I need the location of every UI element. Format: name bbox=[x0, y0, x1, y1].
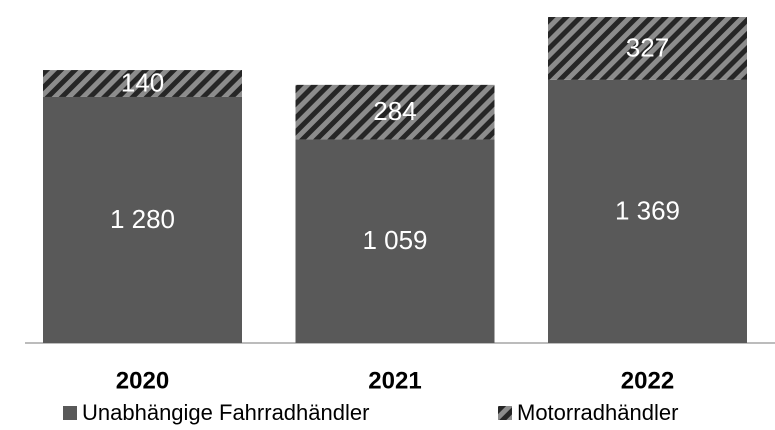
legend-marker bbox=[498, 406, 512, 420]
bar-segment bbox=[295, 139, 495, 343]
data-label: 284 bbox=[373, 96, 416, 126]
data-label: 1 059 bbox=[362, 225, 427, 255]
bar-segment bbox=[43, 96, 242, 343]
bar-segment bbox=[43, 70, 242, 97]
bar-segment bbox=[548, 79, 747, 343]
x-tick-label: 2022 bbox=[621, 367, 674, 394]
legend-label: Unabhängige Fahrradhändler bbox=[82, 400, 369, 425]
legend-label: Motorradhändler bbox=[517, 400, 678, 425]
data-label: 1 280 bbox=[110, 204, 175, 234]
data-label: 140 bbox=[121, 67, 164, 97]
legend-marker bbox=[63, 406, 77, 420]
x-tick-label: 2021 bbox=[368, 367, 421, 394]
data-label: 327 bbox=[626, 32, 669, 62]
bar-segment bbox=[295, 84, 495, 140]
data-label: 1 369 bbox=[615, 195, 680, 225]
x-tick-label: 2020 bbox=[116, 367, 169, 394]
bar-segment bbox=[548, 17, 747, 80]
